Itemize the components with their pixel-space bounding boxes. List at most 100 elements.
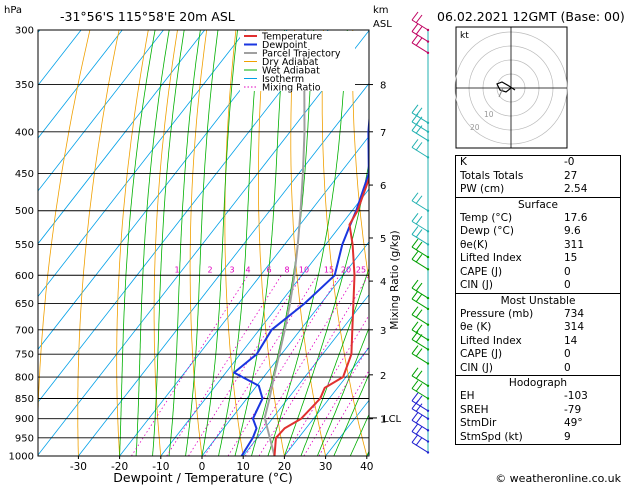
legend-label: Dry Adiabat	[262, 57, 319, 68]
mixing-ratio-label: 10	[299, 265, 309, 274]
mixing-ratio-label: 15	[324, 265, 334, 274]
km-tick-label: 7	[380, 128, 386, 139]
hodograph-row: SREH -79	[456, 404, 620, 418]
mixing-ratio-label: 3	[229, 265, 234, 274]
indices-row: K -0	[456, 156, 620, 170]
wind-barb	[411, 19, 429, 31]
mixing-ratio-line	[258, 275, 369, 456]
legend-background	[240, 31, 355, 91]
x-tick-label: -20	[111, 461, 128, 473]
pressure-tick-label: 350	[15, 80, 34, 91]
hodograph-label: StmSpd (kt)	[460, 430, 523, 443]
axes: 1 2 3 4 6 8 10 15 20 2530035040045050055060065070…	[9, 26, 402, 474]
dry-adiabat	[224, 30, 244, 456]
hodograph-row: StmSpd (kt) 9	[456, 431, 620, 445]
barb-dot	[426, 243, 430, 246]
hodograph-label: StmDir	[460, 417, 497, 429]
barb-dot	[426, 323, 430, 326]
wet-adiabat	[284, 160, 369, 456]
hodograph-plot: kt 10 20	[454, 26, 568, 149]
barb-dot	[426, 230, 430, 233]
hodograph-trace	[496, 81, 516, 93]
mixing-ratio-line	[227, 275, 340, 456]
wind-barb	[411, 113, 419, 123]
pressure-tick-label: 450	[15, 169, 34, 180]
most_unstable-row: CAPE (J) 0	[456, 348, 620, 362]
most_unstable-label: θe (K)	[460, 321, 492, 333]
isotherm-line	[38, 30, 329, 403]
hodograph-ring-label: 10	[484, 110, 494, 119]
km-tick-label: 1	[380, 415, 386, 426]
surface-label: Dewp (°C)	[460, 225, 514, 237]
wet-adiabat	[300, 266, 369, 456]
wind-barb	[415, 426, 423, 435]
surface-label: CAPE (J)	[460, 265, 503, 278]
hodograph-title: Hodograph	[508, 377, 568, 389]
indices-label: K	[460, 156, 467, 168]
hodograph-box: Hodograph EH -103 SREH -79 StmDir 49° StmSpd (…	[455, 376, 621, 445]
wind-barb	[415, 282, 423, 292]
wet-adiabat	[119, 30, 156, 456]
wind-barb	[411, 246, 429, 258]
dry-adiabat	[189, 30, 208, 456]
hodograph-row: EH -103	[456, 390, 620, 404]
wind-barb	[415, 125, 423, 134]
barb-dot	[426, 156, 430, 159]
hodograph-label: EH	[460, 390, 475, 402]
parcel-trajectory-line	[263, 30, 309, 456]
barb-dot	[426, 209, 430, 212]
mixing-ratio-label: 6	[266, 265, 271, 274]
km-tick-label: 5	[380, 234, 386, 245]
wind-barb	[411, 419, 429, 431]
surface-value: 0	[564, 265, 571, 278]
wind-barb	[411, 329, 429, 341]
surface-value: 9.6	[564, 225, 581, 237]
isotherm-line	[38, 30, 164, 192]
surface-value: 15	[564, 252, 578, 264]
wind-barb	[415, 293, 423, 303]
wind-barb	[411, 442, 429, 453]
wind-barb	[411, 130, 429, 141]
surface-value: 311	[564, 238, 585, 251]
wind-barb	[411, 234, 429, 245]
x-tick-label: 20	[278, 461, 291, 473]
hpa-label: hPa	[4, 5, 22, 16]
pressure-tick-label: 300	[15, 26, 34, 37]
legend-label: Temperature	[261, 32, 322, 43]
barb-dot	[426, 28, 430, 32]
legend-label: Parcel Trajectory	[262, 49, 341, 60]
dry-adiabat	[77, 30, 120, 456]
mixing-ratio-line	[204, 275, 318, 456]
pressure-tick-label: 950	[15, 433, 34, 444]
wet-adiabat	[201, 30, 238, 456]
asl-label: ASL	[373, 19, 392, 30]
surface-label: CIN (J)	[460, 279, 493, 291]
barb-dot	[426, 384, 430, 387]
wet-adiabat	[218, 30, 260, 456]
indices-value: 27	[564, 169, 578, 182]
hodograph-ring-label: 20	[470, 123, 480, 132]
hodograph-label: SREH	[460, 403, 489, 416]
hodograph-value: 9	[564, 430, 571, 443]
wind-barb	[411, 287, 429, 299]
wind-barb	[411, 321, 419, 331]
temperature-line	[273, 175, 369, 456]
hodograph-storm-vector	[498, 87, 504, 98]
mixing-ratio-label: 25	[356, 265, 366, 274]
surface-label: Lifted Index	[460, 252, 522, 264]
wind-barb	[411, 331, 419, 340]
wind-barb	[415, 229, 423, 238]
barb-dot	[426, 296, 430, 300]
surface-row: Dewp (°C) 9.6	[456, 225, 620, 239]
pressure-tick-label: 550	[15, 240, 34, 251]
barb-dot	[426, 51, 430, 55]
wind-barb	[411, 213, 419, 222]
pressure-tick-label: 1000	[9, 452, 34, 463]
wind-barb	[411, 112, 429, 124]
indices-label: Totals Totals	[460, 169, 524, 182]
isotherm-line	[242, 294, 369, 456]
x-tick-label: 0	[199, 461, 206, 473]
wind-barb	[415, 348, 423, 357]
wind-barb	[411, 412, 419, 421]
